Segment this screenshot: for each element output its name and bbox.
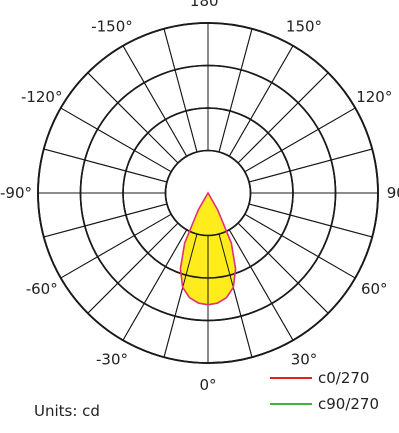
series-line-c0-270 [179,191,237,306]
grid-spoke [163,233,198,358]
grid-spoke [218,28,253,153]
grid-ring [37,22,379,364]
grid-ring [122,107,294,279]
grid-spoke [237,222,329,314]
grid-spoke [244,213,356,279]
angular-tick-label: 150° [286,18,322,36]
legend: c0/270 c90/270 [270,369,379,413]
grid-ring [79,64,337,322]
grid-spoke [122,229,188,341]
grid-spoke [244,107,356,173]
angular-tick-label: 120° [356,88,392,106]
grid-spoke [218,233,253,358]
angular-tick-label: 30° [291,350,318,368]
angular-tick-label: 60° [361,280,388,298]
grid-spoke [87,222,179,314]
angular-tick-label: 90° [387,184,399,202]
grid-spoke [228,229,294,341]
angular-tick-label: -30° [96,350,128,368]
legend-label: c90/270 [318,395,379,413]
angular-tick-labels: 180° -150° 150° -120° 120° -90° 90° -60° 60° -30°… [0,0,399,394]
legend-label: c0/270 [318,369,369,387]
grid-spoke [237,72,329,164]
grid-spoke [43,148,168,183]
grid-spoke [43,203,168,238]
grid-spoke [163,28,198,153]
grid-spoke [228,45,294,157]
angular-tick-label: -150° [91,18,133,36]
angular-tick-label: -60° [26,280,58,298]
angular-tick-label: 180° [190,0,226,10]
units-label: Units: cd [34,402,100,420]
grid-spoke [60,107,172,173]
angular-tick-label: -120° [21,88,63,106]
grid-spoke [60,213,172,279]
grid-spoke [122,45,188,157]
grid-spoke [87,72,179,164]
series-layer [37,22,379,364]
grid-ring [164,149,252,237]
polar-grid-overlay [37,22,379,364]
angular-tick-label: -90° [0,184,32,202]
grid-spoke [248,148,373,183]
grid-spoke [248,203,373,238]
angular-tick-label: 0° [199,376,216,394]
